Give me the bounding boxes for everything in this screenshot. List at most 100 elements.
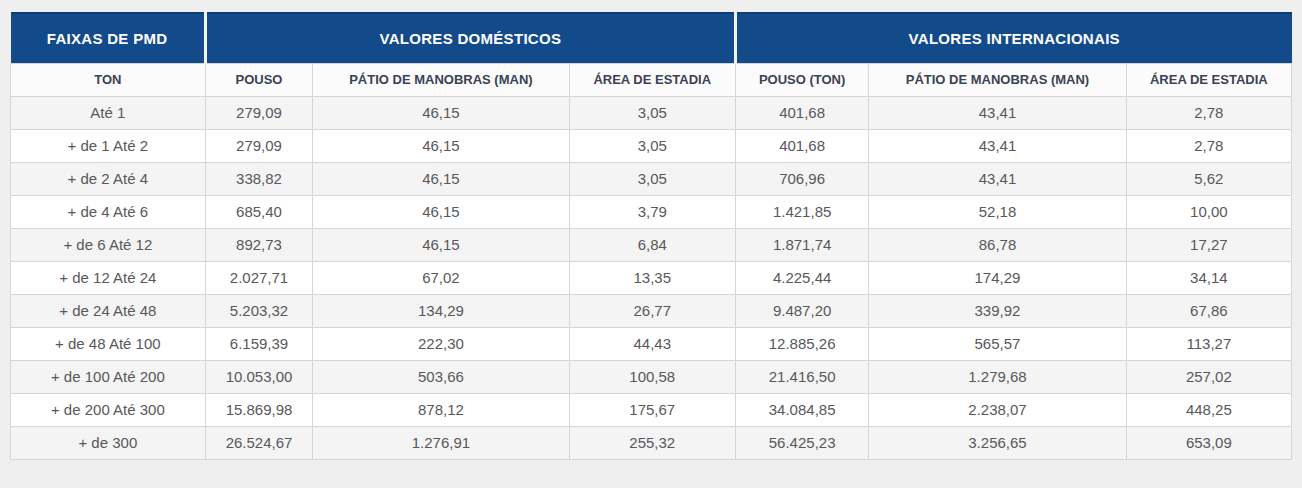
value-cell: 26.524,67 (205, 426, 313, 459)
value-cell: 257,02 (1126, 360, 1291, 393)
value-cell: 12.885,26 (736, 327, 869, 360)
value-cell: 279,09 (205, 96, 313, 129)
column-header-area-estadia-int: ÁREA DE ESTADIA (1126, 63, 1291, 96)
table-row: + de 24 Até 485.203,32134,2926,779.487,2… (11, 294, 1292, 327)
row-label-cell: + de 100 Até 200 (11, 360, 206, 393)
row-label-cell: Até 1 (11, 96, 206, 129)
value-cell: 3,79 (569, 195, 736, 228)
header-group-faixas-de-pmd: FAIXAS DE PMD (11, 13, 206, 63)
table-header: FAIXAS DE PMD VALORES DOMÉSTICOS VALORES… (11, 13, 1292, 96)
column-header-ton: TON (11, 63, 206, 96)
value-cell: 174,29 (869, 261, 1126, 294)
value-cell: 565,57 (869, 327, 1126, 360)
value-cell: 43,41 (869, 162, 1126, 195)
value-cell: 685,40 (205, 195, 313, 228)
value-cell: 15.869,98 (205, 393, 313, 426)
column-header-patio-manobras-dom: PÁTIO DE MANOBRAS (MAN) (313, 63, 569, 96)
value-cell: 1.421,85 (736, 195, 869, 228)
value-cell: 9.487,20 (736, 294, 869, 327)
value-cell: 3.256,65 (869, 426, 1126, 459)
value-cell: 46,15 (313, 162, 569, 195)
row-label-cell: + de 2 Até 4 (11, 162, 206, 195)
value-cell: 3,05 (569, 162, 736, 195)
row-label-cell: + de 200 Até 300 (11, 393, 206, 426)
value-cell: 338,82 (205, 162, 313, 195)
table-row: + de 48 Até 1006.159,39222,3044,4312.885… (11, 327, 1292, 360)
value-cell: 279,09 (205, 129, 313, 162)
table-row: + de 30026.524,671.276,91255,3256.425,23… (11, 426, 1292, 459)
column-header-area-estadia-dom: ÁREA DE ESTADIA (569, 63, 736, 96)
value-cell: 43,41 (869, 129, 1126, 162)
pmd-tariff-table: FAIXAS DE PMD VALORES DOMÉSTICOS VALORES… (10, 12, 1292, 460)
header-group-row: FAIXAS DE PMD VALORES DOMÉSTICOS VALORES… (11, 13, 1292, 63)
value-cell: 10.053,00 (205, 360, 313, 393)
value-cell: 653,09 (1126, 426, 1291, 459)
header-group-valores-internacionais: VALORES INTERNACIONAIS (736, 13, 1292, 63)
value-cell: 46,15 (313, 195, 569, 228)
value-cell: 3,05 (569, 129, 736, 162)
row-label-cell: + de 4 Até 6 (11, 195, 206, 228)
value-cell: 222,30 (313, 327, 569, 360)
value-cell: 401,68 (736, 96, 869, 129)
header-group-valores-domesticos: VALORES DOMÉSTICOS (205, 13, 735, 63)
value-cell: 339,92 (869, 294, 1126, 327)
value-cell: 175,67 (569, 393, 736, 426)
value-cell: 100,58 (569, 360, 736, 393)
value-cell: 56.425,23 (736, 426, 869, 459)
value-cell: 503,66 (313, 360, 569, 393)
column-header-row: TON POUSO PÁTIO DE MANOBRAS (MAN) ÁREA D… (11, 63, 1292, 96)
table-row: + de 1 Até 2279,0946,153,05401,6843,412,… (11, 129, 1292, 162)
value-cell: 46,15 (313, 129, 569, 162)
value-cell: 43,41 (869, 96, 1126, 129)
value-cell: 3,05 (569, 96, 736, 129)
value-cell: 1.871,74 (736, 228, 869, 261)
value-cell: 5,62 (1126, 162, 1291, 195)
value-cell: 2.027,71 (205, 261, 313, 294)
value-cell: 134,29 (313, 294, 569, 327)
table-row: + de 2 Até 4338,8246,153,05706,9643,415,… (11, 162, 1292, 195)
value-cell: 4.225,44 (736, 261, 869, 294)
value-cell: 17,27 (1126, 228, 1291, 261)
value-cell: 1.279,68 (869, 360, 1126, 393)
row-label-cell: + de 24 Até 48 (11, 294, 206, 327)
column-header-patio-manobras-int: PÁTIO DE MANOBRAS (MAN) (869, 63, 1126, 96)
table-row: + de 6 Até 12892,7346,156,841.871,7486,7… (11, 228, 1292, 261)
value-cell: 401,68 (736, 129, 869, 162)
value-cell: 706,96 (736, 162, 869, 195)
table-row: + de 12 Até 242.027,7167,0213,354.225,44… (11, 261, 1292, 294)
value-cell: 44,43 (569, 327, 736, 360)
value-cell: 5.203,32 (205, 294, 313, 327)
value-cell: 2.238,07 (869, 393, 1126, 426)
row-label-cell: + de 48 Até 100 (11, 327, 206, 360)
value-cell: 878,12 (313, 393, 569, 426)
table-row: + de 200 Até 30015.869,98878,12175,6734.… (11, 393, 1292, 426)
value-cell: 2,78 (1126, 129, 1291, 162)
value-cell: 86,78 (869, 228, 1126, 261)
value-cell: 21.416,50 (736, 360, 869, 393)
value-cell: 1.276,91 (313, 426, 569, 459)
row-label-cell: + de 1 Até 2 (11, 129, 206, 162)
row-label-cell: + de 12 Até 24 (11, 261, 206, 294)
value-cell: 892,73 (205, 228, 313, 261)
value-cell: 46,15 (313, 96, 569, 129)
value-cell: 34.084,85 (736, 393, 869, 426)
value-cell: 34,14 (1126, 261, 1291, 294)
value-cell: 46,15 (313, 228, 569, 261)
page: FAIXAS DE PMD VALORES DOMÉSTICOS VALORES… (0, 0, 1302, 488)
table-row: + de 4 Até 6685,4046,153,791.421,8552,18… (11, 195, 1292, 228)
value-cell: 113,27 (1126, 327, 1291, 360)
value-cell: 67,02 (313, 261, 569, 294)
value-cell: 255,32 (569, 426, 736, 459)
table-row: + de 100 Até 20010.053,00503,66100,5821.… (11, 360, 1292, 393)
column-header-pouso-dom: POUSO (205, 63, 313, 96)
table-body: Até 1279,0946,153,05401,6843,412,78+ de … (11, 96, 1292, 459)
value-cell: 448,25 (1126, 393, 1291, 426)
value-cell: 6,84 (569, 228, 736, 261)
value-cell: 26,77 (569, 294, 736, 327)
row-label-cell: + de 6 Até 12 (11, 228, 206, 261)
value-cell: 13,35 (569, 261, 736, 294)
value-cell: 6.159,39 (205, 327, 313, 360)
column-header-pouso-ton-int: POUSO (TON) (736, 63, 869, 96)
value-cell: 52,18 (869, 195, 1126, 228)
value-cell: 10,00 (1126, 195, 1291, 228)
